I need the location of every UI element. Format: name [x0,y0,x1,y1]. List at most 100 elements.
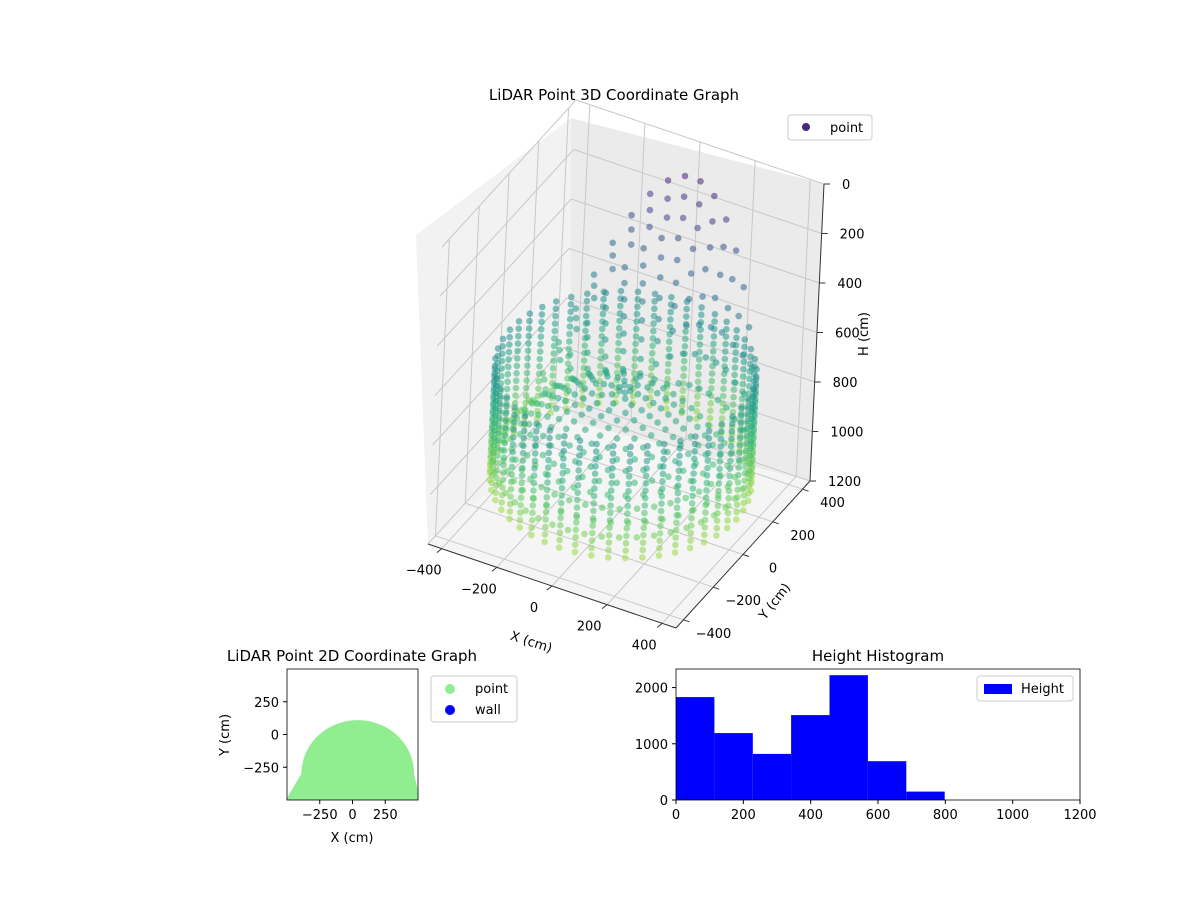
lidar-point-3d [732,349,739,356]
lidar-point-3d [544,413,551,421]
lidar-point-3d [571,548,579,556]
lidar-point-3d [529,502,537,509]
lidar-point-3d [626,465,633,473]
lidar-point-3d [733,327,740,334]
lidar-point-3d [544,402,552,410]
grid-line-z [429,346,813,495]
lidar-point-3d [509,441,517,449]
lidar-point-3d [680,193,688,200]
lidar-point-3d [720,385,727,393]
lidar-point-3d [716,271,724,279]
lidar-point-3d [528,531,535,539]
lidar-point-3d [657,274,664,281]
z-tick-label-3d: 1000 [830,426,863,441]
title-3d: LiDAR Point 3D Coordinate Graph [489,86,739,104]
lidar-point-3d [573,504,581,511]
lidar-point-3d [680,372,687,380]
lidar-point-3d [649,380,656,387]
lidar-point-3d [515,325,522,333]
lidar-point-3d [602,320,609,327]
lidar-point-3d [564,360,572,368]
lidar-point-3d [743,440,750,447]
lidar-point-3d [691,440,699,448]
x-tick-3d [656,622,663,628]
lidar-point-3d [681,343,689,350]
lidar-point-3d [687,537,694,544]
lidar-point-3d [533,427,540,435]
lidar-point-3d [555,544,563,551]
lidar-point-3d [680,425,687,432]
lidar-point-3d [510,426,518,434]
lidar-point-3d [708,370,716,377]
lidar-point-3d [508,463,516,471]
lidar-point-3d [601,353,609,360]
lidar-point-3d [674,489,682,497]
x-tick-label-histogram: 600 [866,808,891,823]
lidar-point-3d [740,390,748,398]
lidar-point-3d [620,313,628,320]
lidar-point-3d [495,430,502,437]
lidar-point-3d [724,304,732,312]
lidar-point-3d [596,432,604,439]
lidar-point-3d [550,342,558,350]
lidar-point-3d [613,435,621,442]
lidar-point-3d [558,484,566,492]
lidar-point-3d [590,492,598,500]
lidar-point-3d [651,298,658,305]
histogram-bar [752,753,792,800]
lidar-point-3d [686,381,693,389]
lidar-point-3d [535,370,543,378]
lidar-point-3d [609,465,616,472]
lidar-point-3d [622,409,629,417]
legend-2d-label-wall: wall [475,703,501,718]
lidar-point-3d [657,405,665,412]
lidar-point-3d [622,554,629,562]
lidar-point-3d [492,355,499,362]
lidar-point-3d [494,444,502,452]
lidar-point-3d [538,483,545,491]
y-tick-label-histogram: 2000 [635,682,668,697]
lidar-point-3d [663,214,671,221]
lidar-point-3d [559,462,567,470]
lidar-point-3d [597,412,605,420]
ticks-2d: −250 0 250 250 0 −250 [243,696,397,823]
lidar-point-3d [726,480,733,487]
lidar-point-3d [630,417,638,424]
lidar-point-3d [545,456,552,464]
lidar-point-3d [620,347,627,355]
lidar-point-3d [711,318,718,325]
lidar-point-3d [706,244,714,251]
lidar-point-3d [688,507,696,515]
lidar-point-3d [589,529,596,537]
lidar-point-3d [574,489,581,497]
lidar-point-3d [626,450,634,458]
lidar-point-3d [723,404,730,411]
lidar-point-3d [541,538,548,546]
lidar-point-3d [542,508,550,516]
lidar-point-3d [702,509,709,516]
legend-histogram-label: Height [1021,682,1064,697]
lidar-point-3d [500,461,507,469]
lidar-point-3d [622,547,629,554]
lidar-point-3d [738,395,746,403]
lidar-point-3d [739,351,746,359]
lidar-point-3d [598,533,605,540]
lidar-point-3d [555,338,562,346]
lidar-point-3d [656,530,664,537]
lidar-point-3d [607,509,614,517]
lidar-point-3d [529,494,537,502]
lidar-point-3d [500,447,508,454]
lidar-point-3d [648,364,655,372]
lidar-point-3d [728,435,735,443]
lidar-point-3d [662,426,669,433]
lidar-point-3d [696,333,704,341]
lidar-point-3d [736,449,743,457]
lidar-point-3d [502,424,509,432]
lidar-point-3d [751,355,759,363]
lidar-point-3d [510,434,517,441]
lidar-point-3d [695,201,703,208]
lidar-point-3d [740,492,748,499]
y-tick-label-3d: 0 [769,562,777,577]
lidar-point-3d [631,355,639,363]
lidar-point-3d [606,524,613,531]
